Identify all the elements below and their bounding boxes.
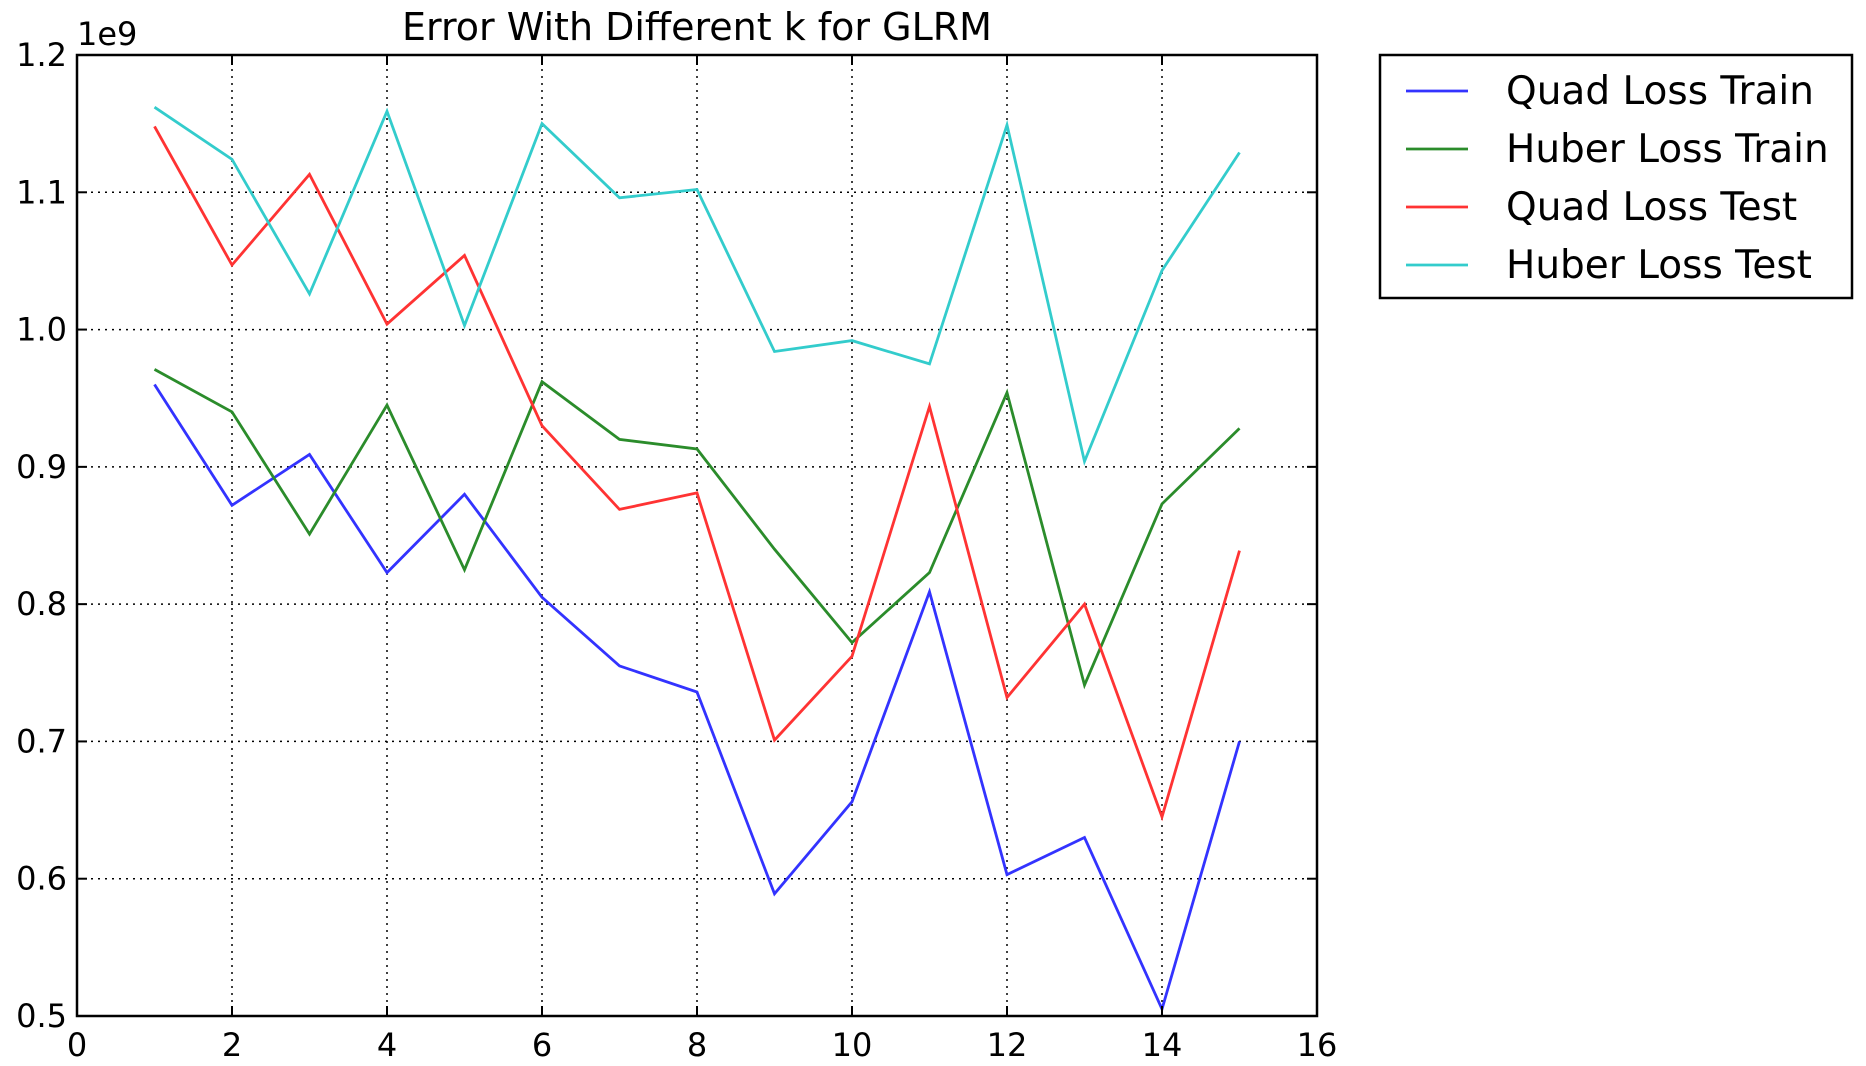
- y-tick-label: 0.8: [16, 585, 67, 623]
- x-tick-label: 14: [1142, 1026, 1183, 1064]
- y-tick-label: 1.1: [16, 173, 67, 211]
- axes-frame: [75, 53, 1319, 1018]
- series-line-1: [153, 383, 1241, 1014]
- series-line-3: [153, 125, 1241, 822]
- y-tick-label: 0.9: [16, 448, 67, 486]
- axis-ticks: 0 2 4 6 8 10 12 14 16 0.5 0.6 0.7 0.8 0.9 1.0 1.1 1.2: [16, 36, 1337, 1064]
- plot-area: 0 2 4 6 8 10 12 14 16 0.5 0.6 0.7 0.8 0.9 1.0 1.1 1.2: [16, 36, 1337, 1064]
- series-line-2: [153, 368, 1241, 690]
- x-tick-label: 16: [1297, 1026, 1338, 1064]
- x-tick-label: 2: [222, 1026, 242, 1064]
- y-tick-label: 1.2: [16, 36, 67, 74]
- legend-box: [1378, 53, 1854, 300]
- legend-label: Huber Loss Test: [1506, 243, 1812, 288]
- x-tick-label: 0: [67, 1026, 87, 1064]
- y-tick-label: 0.6: [16, 860, 67, 898]
- y-tick-label: 0.7: [16, 722, 67, 760]
- series-line-4: [153, 106, 1241, 467]
- x-tick-label: 8: [687, 1026, 707, 1064]
- legend: Quad Loss Train Huber Loss Train Quad Loss…: [1378, 53, 1854, 300]
- y-offset-label: 1e9: [77, 15, 137, 53]
- chart-title: Error With Different k for GLRM: [402, 5, 992, 49]
- x-tick-label: 12: [987, 1026, 1028, 1064]
- legend-label: Quad Loss Test: [1506, 185, 1797, 230]
- grid-lines: [77, 55, 1317, 1016]
- x-tick-label: 4: [377, 1026, 397, 1064]
- series-lines: [153, 106, 1241, 1014]
- legend-label: Huber Loss Train: [1506, 127, 1829, 172]
- x-tick-label: 6: [532, 1026, 552, 1064]
- x-tick-label: 10: [832, 1026, 873, 1064]
- y-tick-label: 1.0: [16, 311, 67, 349]
- y-tick-label: 0.5: [16, 997, 67, 1035]
- legend-label: Quad Loss Train: [1506, 69, 1814, 114]
